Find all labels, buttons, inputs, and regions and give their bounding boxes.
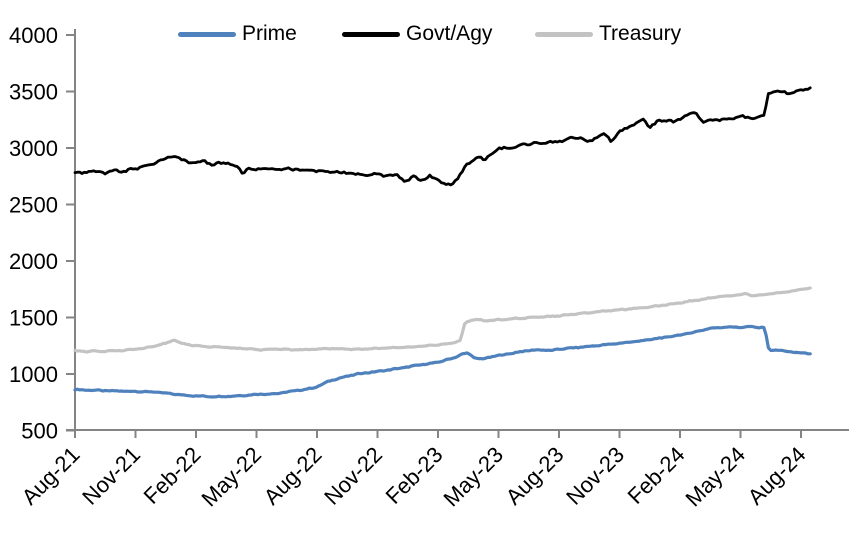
y-tick-label: 4000 xyxy=(9,23,58,48)
legend-item-govt-agy: Govt/Agy xyxy=(342,22,492,46)
x-tick-label: Aug-21 xyxy=(17,442,85,510)
x-tick-label: Feb-23 xyxy=(381,442,448,509)
x-tick-label: Aug-24 xyxy=(743,442,811,510)
x-tick-label: Feb-22 xyxy=(139,442,206,509)
x-tick-label: Aug-22 xyxy=(259,442,327,510)
y-tick-label: 500 xyxy=(21,419,58,444)
y-tick-label: 3500 xyxy=(9,80,58,105)
legend-item-prime: Prime xyxy=(178,22,297,46)
series-line-prime xyxy=(73,324,812,399)
x-tick-label: May-22 xyxy=(196,442,266,512)
y-tick-label: 3000 xyxy=(9,136,58,161)
y-tick-label: 2000 xyxy=(9,249,58,274)
legend-label-govt-agy: Govt/Agy xyxy=(406,22,493,45)
treasury-line-swatch-icon xyxy=(535,31,593,37)
x-tick-label: May-23 xyxy=(438,442,508,512)
y-tick-label: 1000 xyxy=(9,362,58,387)
x-tick-label: May-24 xyxy=(680,442,750,512)
chart-legend: Prime Govt/Agy Treasury xyxy=(0,22,852,46)
x-tick-label: Nov-21 xyxy=(77,442,145,510)
x-tick-label: Feb-24 xyxy=(623,442,690,509)
legend-label-prime: Prime xyxy=(242,22,297,45)
series-line-govt-agy xyxy=(73,86,812,187)
series-line-treasury xyxy=(73,286,812,354)
x-tick-label: Nov-22 xyxy=(319,442,387,510)
prime-line-swatch-icon xyxy=(178,31,236,37)
legend-item-treasury: Treasury xyxy=(535,22,681,46)
legend-label-treasury: Treasury xyxy=(599,22,682,45)
y-tick-label: 1500 xyxy=(9,306,58,331)
govt-agy-line-swatch-icon xyxy=(342,31,400,37)
y-tick-label: 2500 xyxy=(9,193,58,218)
x-tick-label: Aug-23 xyxy=(501,442,569,510)
x-tick-label: Nov-23 xyxy=(561,442,629,510)
